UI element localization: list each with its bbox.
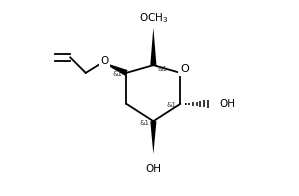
Text: &1: &1 (140, 120, 150, 126)
Text: OH: OH (219, 99, 235, 109)
Text: O: O (180, 64, 189, 74)
Text: O: O (100, 56, 109, 66)
Text: &1: &1 (167, 102, 176, 108)
Text: &1: &1 (157, 66, 167, 72)
Text: OCH$_3$: OCH$_3$ (139, 11, 168, 25)
Text: OH: OH (145, 164, 161, 174)
Polygon shape (150, 121, 156, 154)
Polygon shape (150, 27, 156, 65)
Text: &1: &1 (112, 71, 123, 77)
Polygon shape (100, 61, 128, 76)
